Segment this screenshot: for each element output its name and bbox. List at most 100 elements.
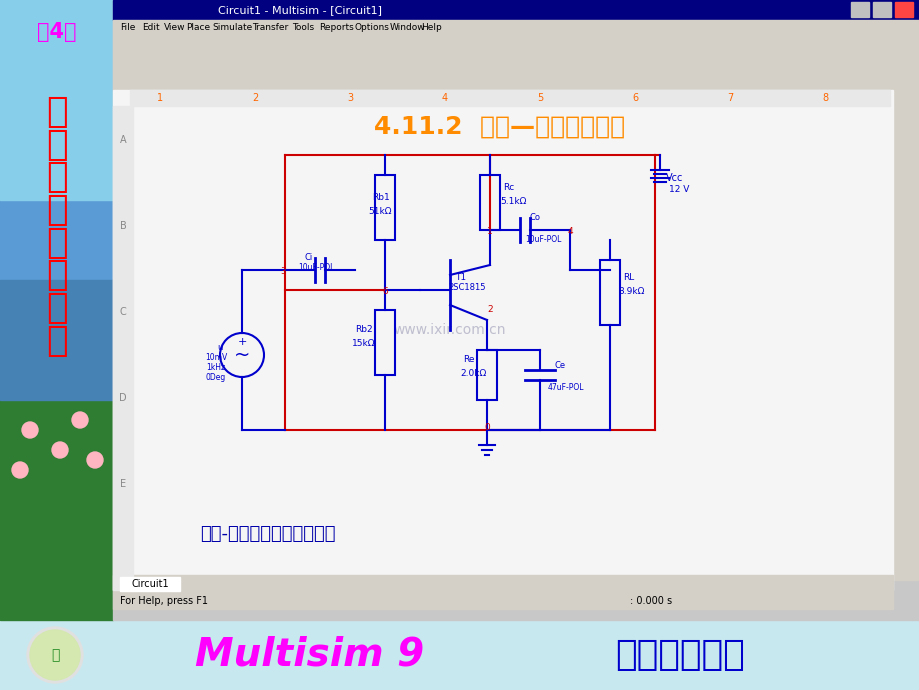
Text: Place: Place xyxy=(186,23,210,32)
Text: 2.0kΩ: 2.0kΩ xyxy=(460,370,486,379)
Text: Rc: Rc xyxy=(503,184,514,193)
Text: Multisim 9: Multisim 9 xyxy=(195,636,424,674)
Text: 基
本
仿
真
分
析
方
法: 基 本 仿 真 分 析 方 法 xyxy=(46,95,68,357)
Text: Re: Re xyxy=(462,355,474,364)
Text: Simulate: Simulate xyxy=(212,23,253,32)
Text: T1: T1 xyxy=(455,273,466,282)
Text: 1: 1 xyxy=(486,228,493,237)
Text: 湘: 湘 xyxy=(51,648,59,662)
Bar xyxy=(113,36,919,54)
Text: 15kΩ: 15kΩ xyxy=(352,339,375,348)
Text: 10uF-POL: 10uF-POL xyxy=(525,235,561,244)
Text: B: B xyxy=(119,221,126,231)
Text: Options: Options xyxy=(354,23,389,32)
Text: 2SC1815: 2SC1815 xyxy=(448,284,485,293)
Text: 10uF-POL: 10uF-POL xyxy=(298,264,334,273)
Text: Ci: Ci xyxy=(305,253,312,262)
Circle shape xyxy=(27,627,83,683)
Text: 4: 4 xyxy=(567,228,573,237)
Text: 电路设计入门: 电路设计入门 xyxy=(615,638,744,672)
Text: 47uF-POL: 47uF-POL xyxy=(548,384,584,393)
Text: 5.1kΩ: 5.1kΩ xyxy=(499,197,526,206)
Bar xyxy=(850,2,868,17)
Bar xyxy=(872,2,890,17)
Text: E: E xyxy=(119,479,126,489)
Bar xyxy=(375,175,394,240)
Text: 5: 5 xyxy=(537,93,542,103)
Text: 1kHz: 1kHz xyxy=(206,364,225,373)
Text: 51kΩ: 51kΩ xyxy=(368,208,391,217)
Text: Tools: Tools xyxy=(292,23,314,32)
Text: 极点-零点分析的步骤如下：: 极点-零点分析的步骤如下： xyxy=(199,525,335,543)
Text: u: u xyxy=(217,344,222,353)
Bar xyxy=(113,20,919,36)
Text: 10mV: 10mV xyxy=(205,353,227,362)
Bar xyxy=(480,175,499,230)
Bar xyxy=(113,575,892,593)
Text: 0: 0 xyxy=(483,424,489,433)
Text: Co: Co xyxy=(529,213,540,222)
Text: 7: 7 xyxy=(726,93,732,103)
Bar xyxy=(889,90,919,580)
Text: Circuit1: Circuit1 xyxy=(131,579,168,589)
Text: 2: 2 xyxy=(252,93,258,103)
Text: : 0.000 s: : 0.000 s xyxy=(630,596,672,606)
Bar xyxy=(0,0,113,620)
Bar xyxy=(0,0,113,200)
Text: 8: 8 xyxy=(821,93,827,103)
Text: For Help, press F1: For Help, press F1 xyxy=(119,596,208,606)
Bar xyxy=(130,90,889,106)
Text: D: D xyxy=(119,393,127,403)
Circle shape xyxy=(12,462,28,478)
Text: Help: Help xyxy=(421,23,441,32)
Text: Rb1: Rb1 xyxy=(371,193,390,202)
Text: Rb2: Rb2 xyxy=(355,326,372,335)
Bar xyxy=(476,350,496,400)
Text: 12 V: 12 V xyxy=(668,186,688,195)
Bar xyxy=(119,577,180,591)
Circle shape xyxy=(87,452,103,468)
Bar xyxy=(375,310,394,375)
Text: 6: 6 xyxy=(631,93,638,103)
Bar xyxy=(113,106,133,590)
Circle shape xyxy=(22,422,38,438)
Bar xyxy=(113,54,919,72)
Text: 3.9kΩ: 3.9kΩ xyxy=(618,288,643,297)
Bar xyxy=(113,0,919,20)
Text: 4: 4 xyxy=(441,93,448,103)
Text: View: View xyxy=(164,23,186,32)
Text: 第4章: 第4章 xyxy=(37,22,76,42)
Text: 3: 3 xyxy=(279,268,286,277)
Text: File: File xyxy=(119,23,135,32)
Text: A: A xyxy=(119,135,126,145)
Bar xyxy=(113,0,919,620)
Text: Reports: Reports xyxy=(319,23,354,32)
Bar xyxy=(113,72,919,90)
Text: RL: RL xyxy=(622,273,633,282)
Text: C: C xyxy=(119,307,126,317)
Text: www.ixir.com.cn: www.ixir.com.cn xyxy=(393,323,505,337)
Circle shape xyxy=(30,630,80,680)
Text: Transfer: Transfer xyxy=(252,23,289,32)
Bar xyxy=(0,350,113,620)
Text: Circuit1 - Multisim - [Circuit1]: Circuit1 - Multisim - [Circuit1] xyxy=(218,5,381,15)
Text: Window: Window xyxy=(390,23,425,32)
Text: +: + xyxy=(237,337,246,347)
Text: Ce: Ce xyxy=(554,360,565,370)
Bar xyxy=(0,620,919,690)
Text: 1: 1 xyxy=(157,93,163,103)
Text: 6: 6 xyxy=(381,288,388,297)
Bar xyxy=(113,90,892,590)
Text: Vcc: Vcc xyxy=(665,173,683,183)
Circle shape xyxy=(72,412,88,428)
Text: 2: 2 xyxy=(487,306,493,315)
Text: ~: ~ xyxy=(233,346,250,364)
Text: 0Deg: 0Deg xyxy=(206,373,226,382)
Text: Edit: Edit xyxy=(142,23,160,32)
Bar xyxy=(113,593,892,609)
Circle shape xyxy=(52,442,68,458)
Text: 4.11.2  极点—零点分析举例: 4.11.2 极点—零点分析举例 xyxy=(374,115,625,139)
Bar xyxy=(894,2,912,17)
Bar xyxy=(599,260,619,325)
Bar xyxy=(0,280,113,400)
